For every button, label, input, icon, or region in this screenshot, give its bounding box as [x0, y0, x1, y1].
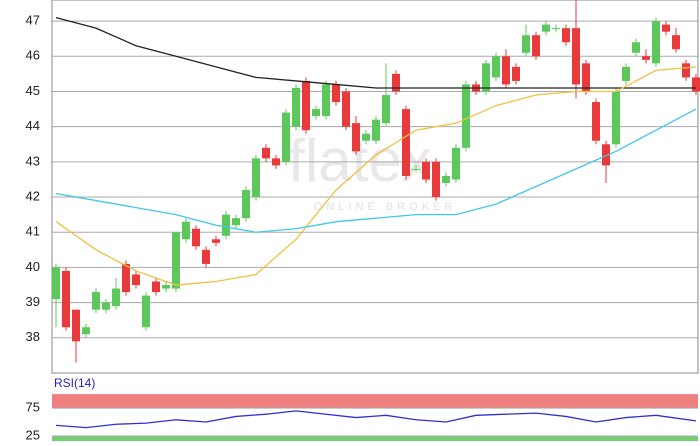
candle-body: [612, 91, 620, 145]
candle-body: [572, 28, 580, 85]
y-tick-label: 47: [26, 13, 40, 28]
candle-body: [272, 158, 280, 166]
y-tick-label: 25: [26, 427, 40, 441]
candle-body: [192, 228, 200, 247]
candle-body: [512, 66, 520, 81]
candle-body: [502, 56, 510, 85]
candle-body: [292, 87, 300, 127]
candle-body: [222, 214, 230, 236]
candle-body: [132, 274, 140, 286]
candle-body: [402, 109, 410, 176]
candle-body: [692, 77, 700, 92]
y-tick-label: 46: [26, 48, 40, 63]
plot-frame: [51, 0, 699, 374]
candle-body: [642, 56, 650, 60]
candle-body: [62, 270, 70, 328]
candle-body: [52, 267, 60, 300]
candle-body: [542, 24, 550, 32]
candle-body: [592, 102, 600, 141]
rsi-band: [52, 435, 698, 441]
candle-body: [232, 218, 240, 226]
candle-body: [632, 42, 640, 53]
candle-body: [462, 84, 470, 148]
candle-body: [182, 221, 190, 240]
candle-body: [652, 21, 660, 64]
watermark-sub: ONLINE BROKER: [314, 201, 456, 213]
candle-body: [242, 190, 250, 219]
candle-body: [362, 133, 370, 141]
candle-body: [622, 66, 630, 81]
candle-body: [452, 147, 460, 180]
candle-body: [492, 56, 500, 78]
candle-body: [102, 302, 110, 310]
candle-body: [382, 95, 390, 124]
candle-body: [682, 63, 690, 78]
panel-title: RSI(14): [54, 376, 95, 390]
y-tick-label: 41: [26, 224, 40, 239]
candle-body: [302, 80, 310, 131]
y-tick-label: 75: [26, 400, 40, 415]
moving-average: [55, 66, 697, 286]
candle-body: [482, 63, 490, 92]
candle-body: [412, 168, 420, 170]
y-tick-label: 43: [26, 153, 40, 168]
candle-body: [152, 281, 160, 293]
rsi-line: [55, 410, 697, 429]
candle-body: [342, 91, 350, 127]
candle-body: [72, 309, 80, 342]
candle-body: [352, 123, 360, 152]
candle-body: [92, 292, 100, 310]
candle-body: [282, 112, 290, 162]
y-tick-label: 40: [26, 259, 40, 274]
candle-body: [172, 232, 180, 289]
candle-body: [602, 144, 610, 166]
candle-body: [252, 158, 260, 198]
candle-body: [552, 28, 560, 30]
candle-body: [392, 73, 400, 92]
candle-body: [672, 35, 680, 50]
candle-body: [372, 119, 380, 141]
candle-body: [562, 28, 570, 43]
y-tick-label: 39: [26, 294, 40, 309]
candle-body: [442, 175, 450, 183]
candle-body: [522, 35, 530, 53]
rsi-band: [52, 394, 698, 409]
candle-body: [212, 239, 220, 243]
candle-body: [262, 147, 270, 159]
candle-body: [112, 288, 120, 307]
candle-body: [532, 35, 540, 57]
candle-body: [122, 263, 130, 293]
y-tick-label: 38: [26, 329, 40, 344]
candle-body: [332, 84, 340, 103]
candle-body: [202, 249, 210, 264]
candle-body: [312, 109, 320, 117]
candle-body: [432, 161, 440, 198]
candle-body: [422, 161, 430, 180]
candle-body: [142, 295, 150, 328]
y-tick-label: 44: [26, 118, 40, 133]
moving-average: [55, 16, 696, 89]
candle-body: [162, 285, 170, 289]
y-tick-label: 42: [26, 188, 40, 203]
y-tick-label: 45: [26, 83, 40, 98]
candle-body: [322, 84, 330, 117]
candle-body: [582, 63, 590, 92]
candle-body: [82, 327, 90, 335]
candle-body: [662, 24, 670, 32]
moving-average: [55, 108, 697, 233]
